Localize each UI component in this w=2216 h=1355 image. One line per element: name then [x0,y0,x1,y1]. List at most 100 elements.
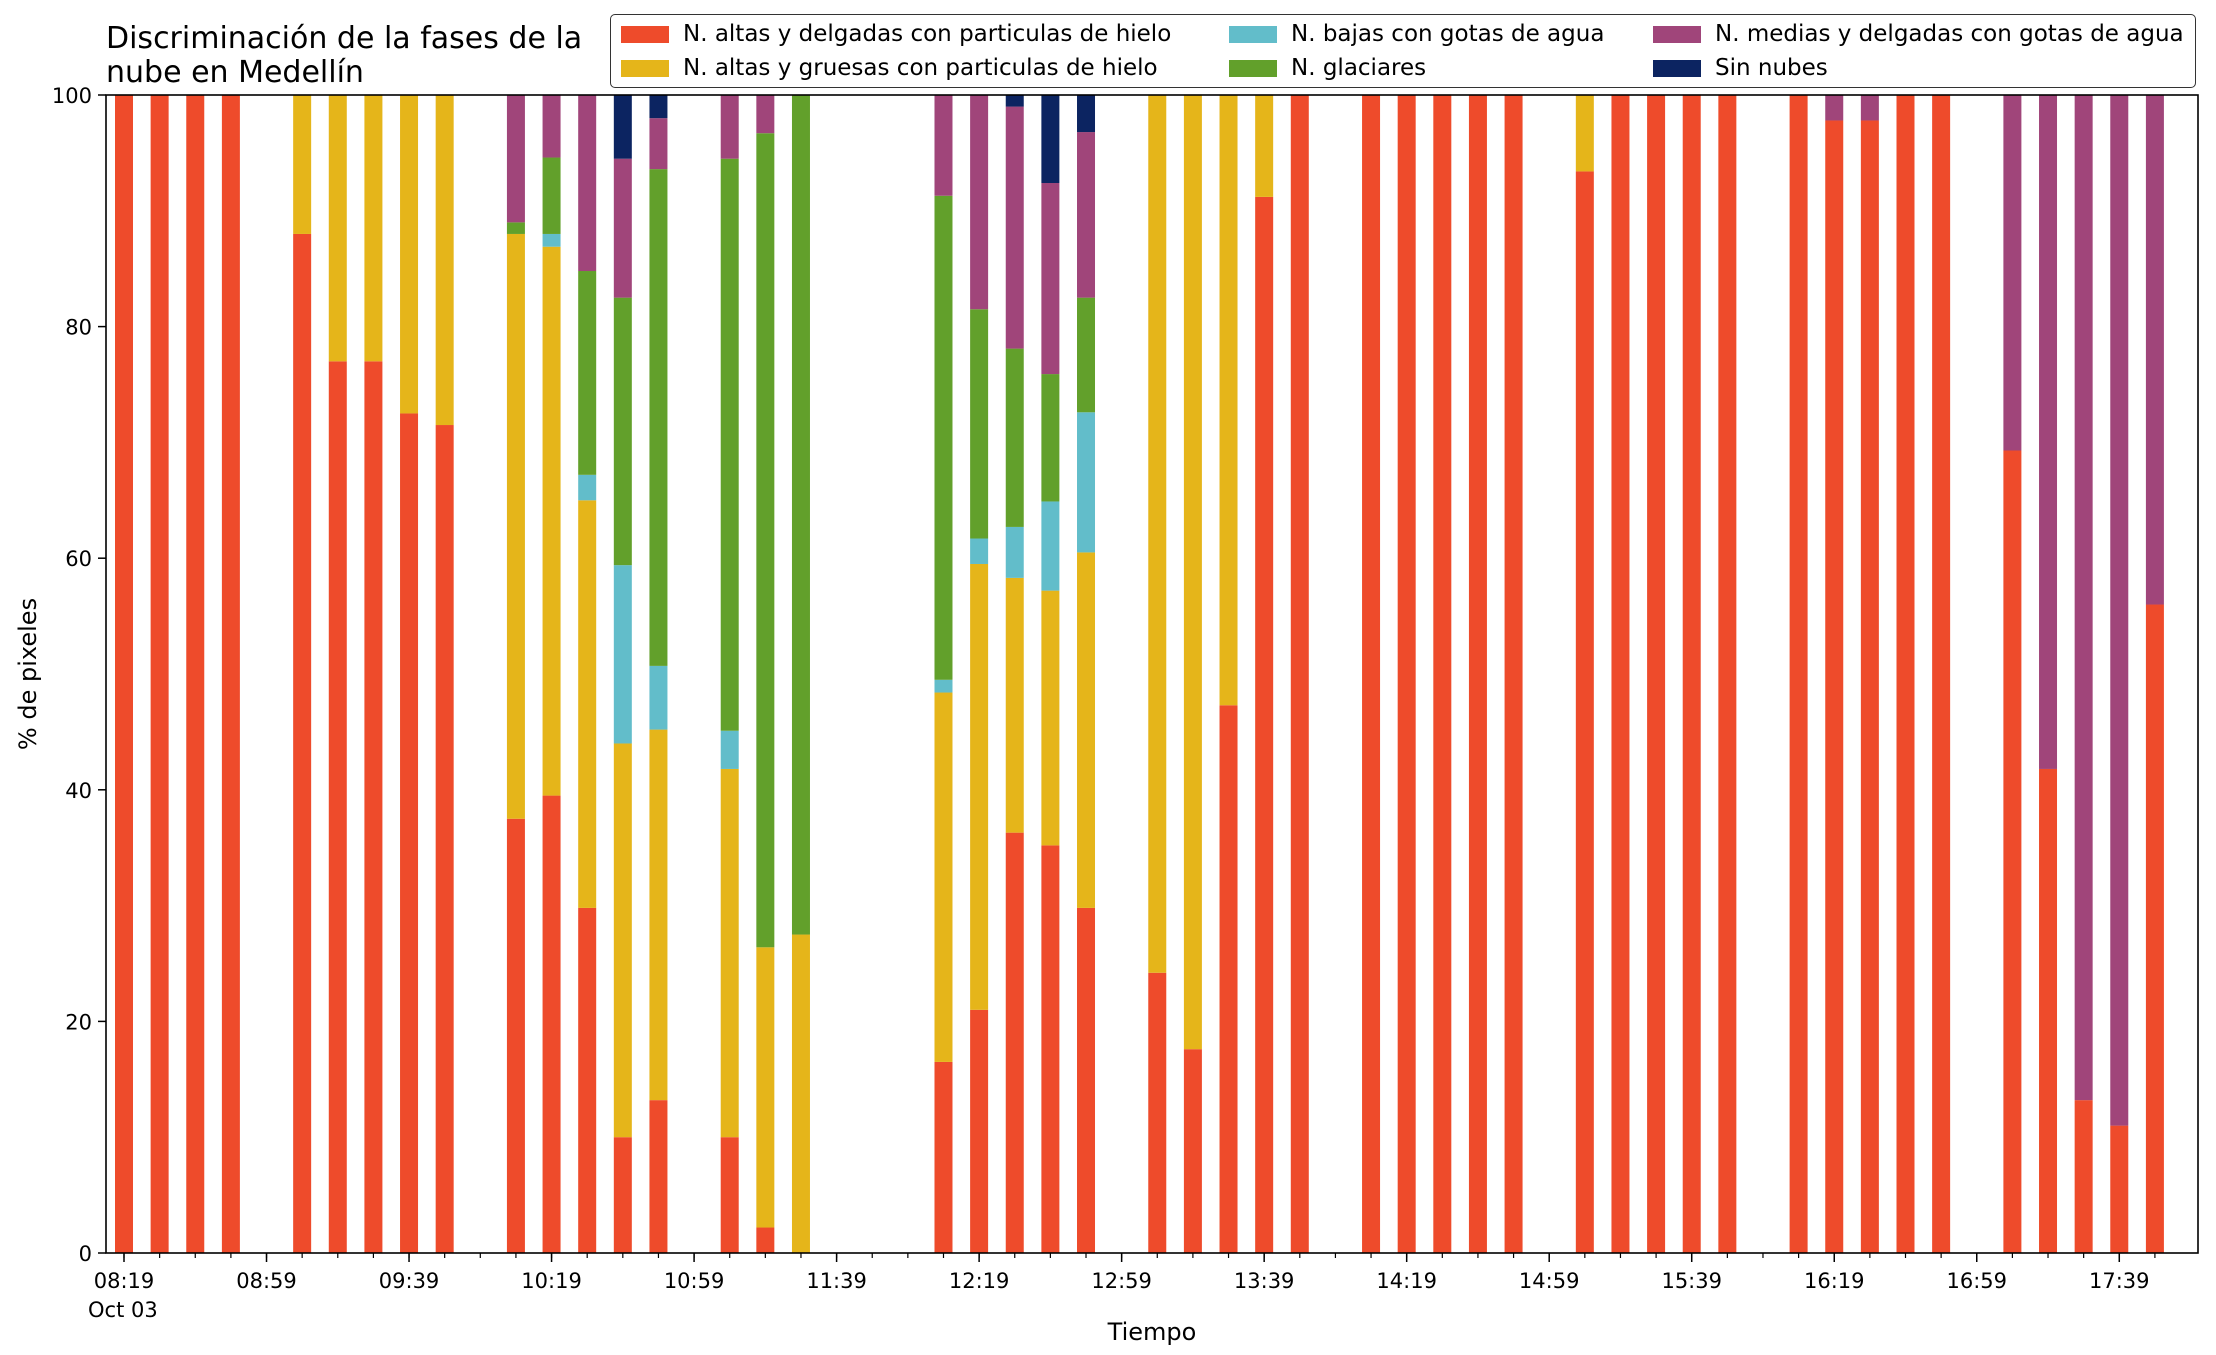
bar-segment [613,743,632,1138]
bar-segment [1041,374,1060,502]
bar-segment [1611,95,1630,1253]
y-tick-label: 100 [52,84,92,108]
y-tick-label: 0 [79,1242,92,1266]
x-tick-label: 11:39 [806,1269,867,1293]
legend-item-sin-nubes: Sin nubes [1653,55,1828,81]
bar-segment [1575,171,1594,1254]
bar-segment [1682,95,1701,1253]
y-tick-label: 80 [65,316,92,340]
bar-segment [1077,907,1096,1253]
bar-segment [1362,95,1381,1253]
bar-segment [293,233,312,1253]
x-tick-label: 10:19 [521,1269,582,1293]
bar-segment [221,95,240,1253]
legend-swatch [621,59,669,77]
bar-segment [2074,95,2093,1101]
bar-segment [364,361,383,1254]
bar-segment [1896,95,1915,1253]
bar-segment [1005,95,1024,107]
bar-segment [578,500,597,908]
legend-label: N. altas y gruesas con particulas de hie… [683,55,1158,81]
bar-segment [1005,106,1024,349]
bar-segment [2003,450,2022,1254]
bar-segment [328,361,347,1254]
legend-item-altas-delgadas: N. altas y delgadas con particulas de hi… [621,21,1171,47]
bar-segment [578,271,597,475]
bar-segment [578,95,597,272]
legend-label: Sin nubes [1715,55,1828,81]
bar-segment [2039,768,2058,1253]
bar-segment [1005,577,1024,833]
y-axis-label: % de pixeles [14,598,42,750]
bar-segment [1041,501,1060,591]
bar-segment [1860,120,1879,1254]
bar-segment [435,95,454,426]
bar-segment [506,95,525,223]
x-tick-label: 14:59 [1519,1269,1580,1293]
bar-segment [613,297,632,566]
bar-segment [542,157,561,234]
bar-segment [756,95,775,134]
bar-segment [720,730,739,769]
bar-segment [400,95,419,414]
bar-segment [1860,95,1879,121]
legend-swatch [1229,59,1277,77]
bar-segment [1433,95,1452,1253]
x-tick-label: 15:39 [1661,1269,1722,1293]
bar-segment [934,95,953,196]
bar-segment [613,565,632,744]
bar-segment [649,169,668,666]
x-tick-label: 12:59 [1091,1269,1152,1293]
legend-item-bajas-gotas: N. bajas con gotas de agua [1229,21,1604,47]
plot-frame [105,94,2199,1254]
bar-segment [1932,95,1951,1253]
bar-segment [1005,832,1024,1253]
bar-segment [970,309,989,539]
bar-segment [2074,1100,2093,1253]
x-date-label: Oct 03 [88,1298,158,1322]
bar-segment [2110,95,2129,1126]
legend: N. altas y delgadas con particulas de hi… [610,14,2196,88]
bar-segment [1041,95,1060,184]
bar-segment [506,818,525,1253]
bar-segment [970,1009,989,1253]
bar-segment [2145,95,2164,605]
bar-segment [934,1061,953,1253]
bar-segment [720,158,739,731]
x-tick-label: 16:19 [1804,1269,1865,1293]
bar-segment [1504,95,1523,1253]
bar-segment [649,1100,668,1253]
x-tick-label: 09:39 [379,1269,440,1293]
x-tick-label: 16:59 [1946,1269,2007,1293]
bar-segment [542,95,561,158]
bar-segment [293,95,312,234]
bar-segment [1290,95,1309,1253]
x-tick-label: 08:59 [236,1269,297,1293]
bar-segment [1219,95,1238,706]
bar-segment [542,233,561,247]
legend-label: N. medias y delgadas con gotas de agua [1715,21,2184,47]
bar-segment [720,95,739,159]
bar-segment [115,95,133,1253]
bar-segment [506,222,525,234]
bar-segment [1183,95,1202,1050]
bar-segment [970,563,989,1010]
bar-segment [1789,95,1808,1253]
x-tick-label: 17:39 [2089,1269,2150,1293]
bar-segment [1148,972,1167,1253]
x-tick-label: 10:59 [664,1269,725,1293]
bar-segment [613,95,632,159]
bar-segment [1077,132,1096,298]
bar-segment [578,474,597,501]
bar-segment [2145,604,2164,1253]
legend-swatch [1653,25,1701,43]
legend-swatch [621,25,669,43]
bar-segment [542,246,561,796]
bar-segment [720,768,739,1138]
bar-segment [791,95,810,935]
bar-segment [2003,95,2022,451]
bar-segment [934,679,953,693]
bar-segment [720,1137,739,1253]
bar-segment [756,947,775,1228]
